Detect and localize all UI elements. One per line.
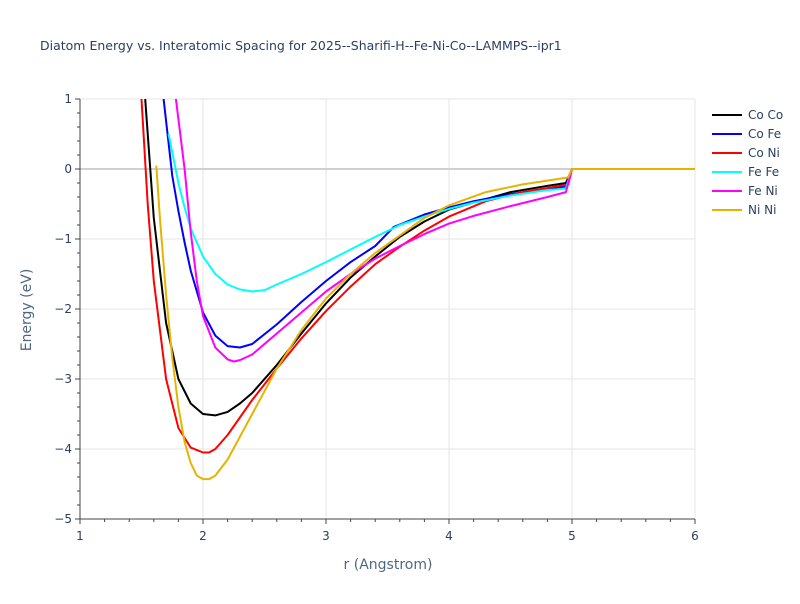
series-line-fe-ni xyxy=(174,99,695,363)
series-line-co-co xyxy=(144,99,695,417)
y-tick-label: 0 xyxy=(64,162,72,176)
x-tick-label: 4 xyxy=(445,529,453,543)
x-tick-label: 1 xyxy=(76,529,84,543)
legend-item-ni-ni[interactable]: Ni Ni xyxy=(712,203,776,217)
series-line-fe-fe xyxy=(167,133,695,293)
y-tick-label: −3 xyxy=(54,372,72,386)
x-tick-label: 2 xyxy=(199,529,207,543)
series-line-co-ni xyxy=(140,99,695,454)
y-tick-label: 1 xyxy=(64,92,72,106)
chart-title: Diatom Energy vs. Interatomic Spacing fo… xyxy=(40,38,562,53)
legend-label: Fe Fe xyxy=(748,165,779,179)
legend-item-co-fe[interactable]: Co Fe xyxy=(712,127,781,141)
axes: 1 2 3 4 5 6 −5 −4 −3 −2 −1 0 1 xyxy=(54,92,699,543)
x-tick-label: 6 xyxy=(691,529,699,543)
legend-item-fe-ni[interactable]: Fe Ni xyxy=(712,184,778,198)
series-group xyxy=(140,99,695,481)
legend: Co Co Co Fe Co Ni Fe Fe Fe Ni Ni Ni xyxy=(712,108,783,217)
legend-item-co-co[interactable]: Co Co xyxy=(712,108,783,122)
y-tick-label: −2 xyxy=(54,302,72,316)
y-tick-label: −4 xyxy=(54,442,72,456)
x-tick-label: 3 xyxy=(322,529,330,543)
legend-label: Co Co xyxy=(748,108,783,122)
x-axis-label: r (Angstrom) xyxy=(344,557,433,573)
series-line-ni-ni xyxy=(155,165,695,481)
legend-label: Co Fe xyxy=(748,127,781,141)
legend-label: Ni Ni xyxy=(748,203,776,217)
x-tick-label: 5 xyxy=(568,529,576,543)
y-tick-label: −5 xyxy=(54,512,72,526)
legend-item-co-ni[interactable]: Co Ni xyxy=(712,146,780,160)
legend-label: Fe Ni xyxy=(748,184,778,198)
legend-item-fe-fe[interactable]: Fe Fe xyxy=(712,165,779,179)
y-tick-label: −1 xyxy=(54,232,72,246)
legend-label: Co Ni xyxy=(748,146,780,160)
y-axis-label: Energy (eV) xyxy=(19,269,35,352)
